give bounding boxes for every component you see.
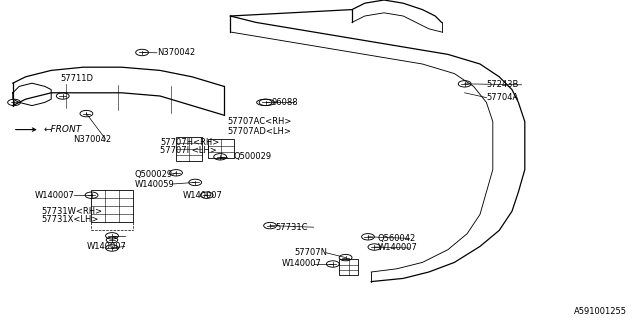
Text: 57711D: 57711D bbox=[61, 74, 94, 83]
Text: 57243B: 57243B bbox=[486, 80, 519, 89]
Text: 57731X<LH>: 57731X<LH> bbox=[42, 215, 99, 224]
Text: A591001255: A591001255 bbox=[574, 308, 627, 316]
Text: Q500029: Q500029 bbox=[234, 152, 272, 161]
Text: 96088: 96088 bbox=[272, 98, 299, 107]
Text: Q500029: Q500029 bbox=[134, 170, 173, 179]
Bar bbox=[176, 137, 202, 161]
Text: 57707I <LH>: 57707I <LH> bbox=[160, 146, 217, 155]
Text: W140007: W140007 bbox=[282, 260, 321, 268]
Text: 57707H<RH>: 57707H<RH> bbox=[160, 138, 220, 147]
Text: 57707N: 57707N bbox=[294, 248, 328, 257]
Text: 57707AC<RH>: 57707AC<RH> bbox=[227, 117, 292, 126]
Text: W140007: W140007 bbox=[35, 191, 75, 200]
Text: W140007: W140007 bbox=[378, 244, 417, 252]
Bar bbox=[91, 190, 133, 222]
Bar bbox=[208, 139, 234, 158]
Text: W140007: W140007 bbox=[182, 191, 222, 200]
Bar bbox=[339, 259, 358, 275]
Text: 57704A: 57704A bbox=[486, 93, 518, 102]
Text: W140059: W140059 bbox=[134, 180, 174, 188]
Text: 57731C: 57731C bbox=[275, 223, 308, 232]
Text: Q560042: Q560042 bbox=[378, 234, 416, 243]
Text: 57707AD<LH>: 57707AD<LH> bbox=[227, 127, 291, 136]
Text: N370042: N370042 bbox=[74, 135, 112, 144]
Text: ←FRONT: ←FRONT bbox=[44, 125, 82, 134]
Text: N370042: N370042 bbox=[157, 48, 195, 57]
Text: W140007: W140007 bbox=[86, 242, 126, 251]
Text: 57731W<RH>: 57731W<RH> bbox=[42, 207, 103, 216]
